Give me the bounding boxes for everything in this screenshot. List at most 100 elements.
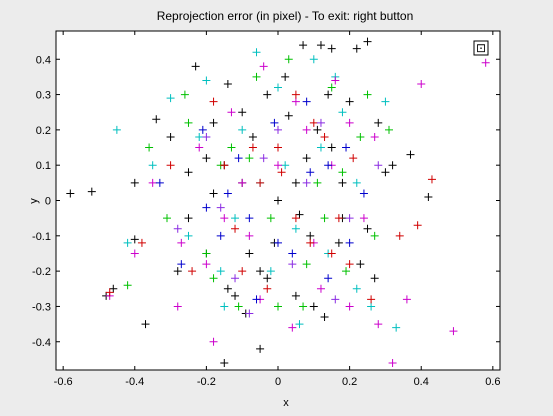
series-6 [155,97,368,304]
data-point [331,295,340,304]
data-point [338,108,347,117]
data-point [266,214,275,223]
data-point [173,302,182,311]
data-point [320,132,329,141]
data-point [302,125,311,134]
data-point [306,238,315,247]
data-point [309,55,318,64]
data-point [148,178,157,187]
data-point [342,267,351,276]
data-point [413,221,422,230]
data-point [191,62,200,71]
data-point [238,178,247,187]
data-point [263,274,272,283]
data-point [270,118,279,127]
data-point [388,358,397,367]
y-tick-label: 0.3 [36,90,51,102]
data-point [291,291,300,300]
data-point [252,48,261,57]
data-point [180,90,189,99]
data-point [374,320,383,329]
data-point [220,214,229,223]
data-point [245,231,254,240]
data-point [306,231,315,240]
data-point [288,249,297,258]
data-point [263,90,272,99]
y-tick-label: -0.4 [32,337,51,349]
data-point [327,143,336,152]
data-point [231,291,240,300]
data-point [284,111,293,120]
data-point [306,168,315,177]
data-point [302,260,311,269]
data-point [245,249,254,258]
data-point [363,90,372,99]
y-tick-label: 0.2 [36,125,51,137]
data-point [259,62,268,71]
zoom-box-icon[interactable]: ⊡ [473,40,489,56]
data-point [427,175,436,184]
data-point [302,154,311,163]
data-point [198,125,207,134]
data-point [209,118,218,127]
data-point [209,97,218,106]
y-axis-label: y [28,198,40,204]
data-point [324,161,333,170]
data-point [238,108,247,117]
data-point [238,125,247,134]
data-point [281,72,290,81]
data-point [256,178,265,187]
data-point [334,238,343,247]
data-point [309,118,318,127]
data-point [166,132,175,141]
data-point [87,187,96,196]
data-point [227,108,236,117]
data-point [123,238,132,247]
data-point [130,249,139,258]
data-point [202,249,211,258]
y-axis-ticks: -0.4 -0.3 -0.2 -0.1 0 0.1 0.2 0.3 0.4 [32,54,500,349]
data-point [220,302,229,311]
data-point [356,132,365,141]
data-point [184,168,193,177]
data-point [166,161,175,170]
data-point [309,302,318,311]
zoom-box-glyph: ⊡ [476,41,486,55]
data-point [334,214,343,223]
data-point [331,76,340,85]
data-point [338,178,347,187]
data-point [274,125,282,134]
data-point [295,210,304,219]
data-point [288,323,297,332]
data-point [105,288,114,297]
data-point [177,238,186,247]
y-tick-label: 0 [45,196,51,208]
data-point [338,168,347,177]
data-point [130,235,139,244]
data-point [184,118,193,127]
data-point [274,161,282,170]
points-layer [66,37,490,367]
data-point [109,284,118,293]
data-point [295,320,304,329]
data-point [381,168,390,177]
data-point [231,224,240,233]
data-point [252,295,261,304]
data-point [370,231,379,240]
data-point [248,143,257,152]
data-point [155,178,164,187]
data-point [123,281,132,290]
data-point [277,168,286,177]
data-point [320,214,329,223]
data-point [356,260,365,269]
data-point [288,260,297,269]
data-point [234,302,243,311]
data-point [166,94,175,103]
data-point [327,83,336,92]
data-point [316,41,325,50]
data-point [216,231,225,240]
data-point [363,224,372,233]
data-point [370,132,379,141]
data-point [291,178,300,187]
data-point [345,118,354,127]
